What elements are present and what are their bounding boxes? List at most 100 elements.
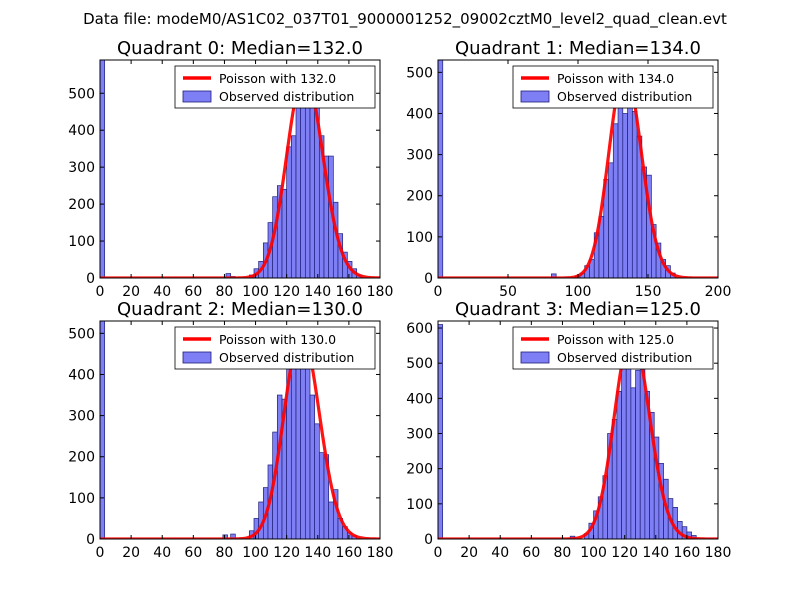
y-tick-label: 500 — [68, 86, 95, 102]
histogram-bar — [309, 394, 316, 539]
legend-bar-swatch — [182, 351, 212, 364]
x-tick-label: 160 — [674, 545, 701, 561]
histogram-bar — [612, 123, 619, 278]
y-tick-label: 0 — [424, 532, 433, 548]
chart-quadrant-2: 0 20 40 60 80 100 120 140 160 1800100200300400500… — [68, 299, 393, 561]
figure-title: Data file: modeM0/AS1C02_037T01_90000012… — [83, 10, 727, 29]
histogram-bar — [286, 146, 292, 278]
x-tick-label: 0 — [96, 284, 105, 300]
histogram-bar — [328, 501, 334, 539]
y-tick-label: 300 — [406, 427, 433, 443]
x-tick-label: 120 — [273, 284, 300, 300]
x-tick-label: 100 — [242, 284, 269, 300]
histogram-bar — [617, 84, 624, 278]
x-tick-label: 100 — [580, 545, 607, 561]
y-tick-label: 300 — [68, 160, 95, 176]
chart-legend: Poisson with 134.0 Observed distribution — [512, 65, 714, 109]
x-tick-label: 60 — [522, 545, 540, 561]
histogram-bar — [631, 111, 638, 278]
y-tick-label: 100 — [406, 497, 433, 513]
y-tick-label: 400 — [406, 391, 433, 407]
y-tick-label: 200 — [406, 189, 433, 205]
histogram-bar — [438, 60, 444, 278]
y-tick-label: 200 — [68, 197, 95, 213]
legend-bar-swatch — [182, 90, 212, 103]
y-tick-label: 100 — [406, 230, 433, 246]
x-tick-label: 80 — [216, 284, 234, 300]
legend-label-poisson: Poisson with 132.0 — [219, 71, 336, 86]
x-tick-label: 20 — [122, 545, 140, 561]
histogram-bar — [608, 162, 614, 278]
histogram-bar — [276, 394, 283, 539]
y-tick-label: 100 — [68, 491, 95, 507]
legend-label-poisson: Poisson with 125.0 — [557, 332, 674, 347]
histogram-bar — [100, 321, 106, 539]
x-tick-label: 0 — [434, 284, 443, 300]
legend-label-observed: Observed distribution — [219, 89, 354, 104]
charts-grid: 0 20 40 60 80 100 120 140 160 1800100200300400500… — [68, 38, 731, 561]
histogram-bar — [281, 188, 288, 278]
x-tick-label: 100 — [242, 545, 269, 561]
y-tick-label: 100 — [68, 234, 95, 250]
poisson-curve — [438, 331, 718, 539]
x-tick-label: 140 — [642, 545, 669, 561]
histogram-bar — [318, 452, 325, 539]
chart-quadrant-0: 0 20 40 60 80 100 120 140 160 1800100200300400500… — [68, 38, 393, 300]
histogram-bar — [438, 324, 444, 539]
histogram-bar — [304, 351, 311, 539]
histogram-bar — [622, 113, 628, 278]
y-tick-label: 500 — [406, 65, 433, 81]
x-tick-label: 120 — [273, 545, 300, 561]
y-tick-label: 200 — [68, 450, 95, 466]
x-tick-label: 50 — [499, 284, 517, 300]
chart-legend: Poisson with 130.0 Observed distribution — [174, 326, 376, 370]
chart-title: Quadrant 3: Median=125.0 — [455, 299, 701, 320]
x-tick-label: 20 — [460, 545, 478, 561]
y-tick-label: 300 — [68, 409, 95, 425]
histogram-bar — [635, 369, 641, 539]
chart-title: Quadrant 2: Median=130.0 — [117, 299, 363, 320]
x-tick-label: 20 — [122, 284, 140, 300]
x-tick-label: 40 — [491, 545, 509, 561]
x-tick-label: 0 — [96, 545, 105, 561]
x-tick-label: 140 — [304, 545, 331, 561]
x-tick-label: 180 — [367, 284, 394, 300]
histogram-bar — [290, 345, 297, 539]
legend-bar-swatch — [520, 351, 550, 364]
x-tick-label: 60 — [184, 284, 202, 300]
y-tick-label: 0 — [424, 271, 433, 287]
x-tick-label: 180 — [705, 545, 732, 561]
y-tick-label: 200 — [406, 462, 433, 478]
legend-label-observed: Observed distribution — [219, 350, 354, 365]
chart-quadrant-3: 0 20 40 60 80 100 120 140 160 1800100200300400500… — [406, 299, 731, 561]
y-tick-label: 300 — [406, 148, 433, 164]
histogram-bar — [290, 135, 297, 278]
histogram-bar — [630, 387, 636, 539]
x-tick-label: 40 — [153, 284, 171, 300]
x-tick-label: 80 — [216, 545, 234, 561]
chart-legend: Poisson with 125.0 Observed distribution — [512, 326, 714, 370]
y-tick-label: 400 — [406, 106, 433, 122]
x-tick-label: 160 — [336, 284, 363, 300]
axes-frame — [99, 59, 381, 279]
chart-plot-area — [438, 324, 718, 539]
y-tick-label: 500 — [406, 356, 433, 372]
x-tick-label: 120 — [611, 545, 638, 561]
histogram-bar — [616, 390, 622, 539]
legend-label-poisson: Poisson with 134.0 — [557, 71, 674, 86]
chart-title: Quadrant 1: Median=134.0 — [455, 38, 701, 59]
y-tick-label: 0 — [86, 271, 95, 287]
histogram-bar — [309, 103, 316, 278]
y-tick-label: 0 — [86, 532, 95, 548]
legend-label-observed: Observed distribution — [557, 350, 692, 365]
x-tick-label: 100 — [565, 284, 592, 300]
x-tick-label: 160 — [336, 545, 363, 561]
x-tick-label: 60 — [184, 545, 202, 561]
x-tick-label: 80 — [554, 545, 572, 561]
x-tick-label: 180 — [367, 545, 394, 561]
chart-title: Quadrant 0: Median=132.0 — [117, 38, 363, 59]
y-tick-label: 600 — [406, 321, 433, 337]
chart-plot-area — [100, 321, 380, 539]
y-tick-label: 400 — [68, 367, 95, 383]
